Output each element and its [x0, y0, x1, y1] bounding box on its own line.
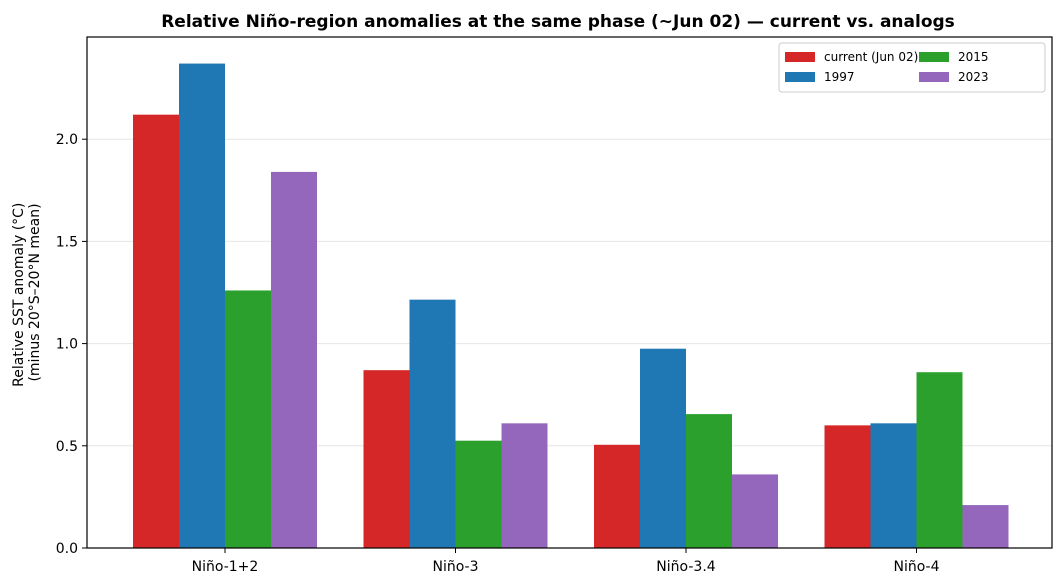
legend-swatch: [919, 72, 949, 82]
y-tick-label: 0.0: [56, 541, 78, 557]
legend-label: 1997: [824, 70, 855, 84]
x-tick-label: Niño-4: [893, 559, 939, 575]
legend: current (Jun 02) 1997 2015 2023: [778, 42, 1046, 93]
bar: [594, 444, 640, 548]
y-axis-label-line-2: (minus 20°S–20°N mean): [27, 203, 43, 381]
legend-swatch: [785, 72, 815, 82]
bar: [640, 348, 686, 548]
bar: [916, 372, 963, 548]
bar: [962, 505, 1009, 548]
x-tick-label: Niño-3.4: [656, 559, 715, 575]
bar: [409, 299, 456, 548]
bar: [225, 290, 271, 548]
bar: [686, 414, 732, 548]
legend-box: [778, 42, 1046, 93]
x-tick-label: Niño-3: [432, 559, 478, 575]
x-axis: Niño-1+2 Niño-3 Niño-3.4 Niño-4: [192, 548, 940, 575]
legend-label: current (Jun 02): [824, 50, 918, 64]
bar: [501, 423, 548, 548]
bar: [824, 425, 871, 548]
y-tick-label: 2.0: [56, 132, 78, 148]
bar: [179, 63, 225, 549]
bar: [732, 474, 778, 548]
y-tick-label: 0.5: [56, 439, 78, 455]
legend-swatch: [785, 52, 815, 62]
bar: [363, 370, 410, 548]
y-axis-label: Relative SST anomaly (°C) (minus 20°S–20…: [11, 198, 43, 387]
bar: [870, 423, 917, 548]
legend-swatch: [919, 52, 949, 62]
y-tick-label: 1.5: [56, 234, 78, 250]
bar: [271, 171, 317, 549]
bars: [133, 63, 1009, 549]
y-tick-label: 1.0: [56, 337, 78, 353]
x-tick-label: Niño-1+2: [192, 559, 259, 575]
legend-label: 2023: [958, 70, 989, 84]
bar: [455, 440, 502, 548]
y-axis: 0.0 0.5 1.0 1.5 2.0: [56, 132, 87, 557]
plot-frame: [86, 36, 1053, 549]
bar: [133, 114, 179, 548]
chart-title: Relative Niño-region anomalies at the sa…: [161, 12, 955, 32]
y-axis-label-line-1: Relative SST anomaly (°C): [11, 203, 27, 387]
legend-label: 2015: [958, 50, 989, 64]
